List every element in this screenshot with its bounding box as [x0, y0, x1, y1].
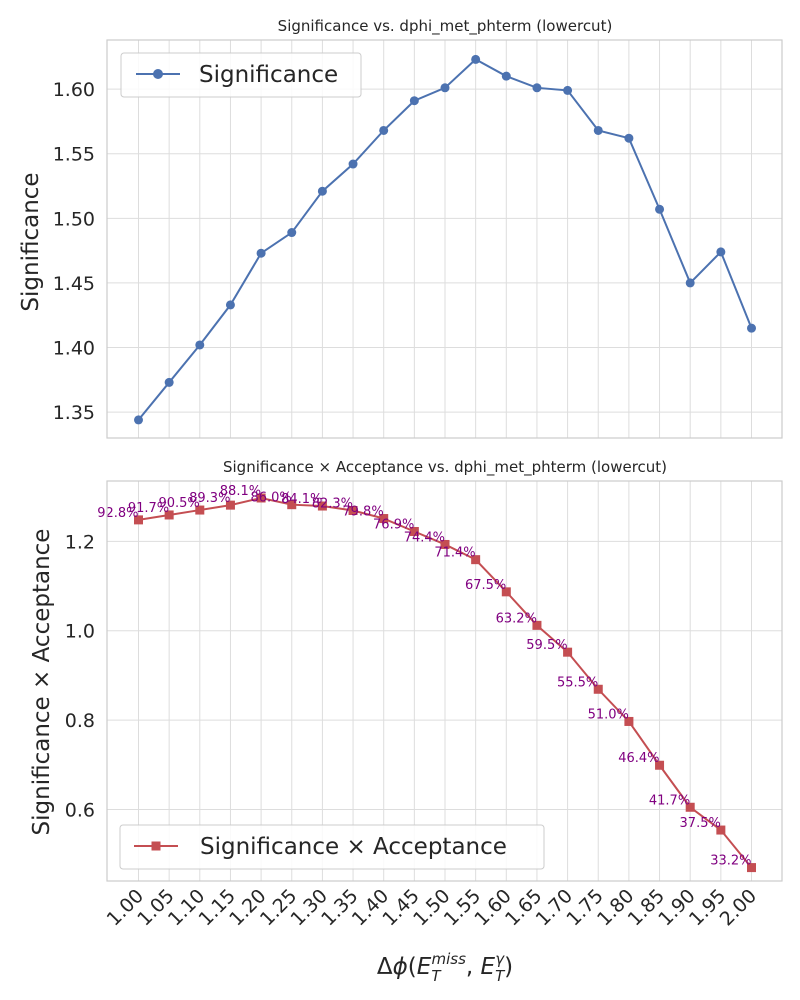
- acceptance-annotation: 89.3%: [189, 491, 230, 506]
- data-point: [134, 415, 143, 425]
- data-point: [440, 539, 450, 549]
- acceptance-annotation: 33.2%: [710, 854, 751, 869]
- bottom-x-ticks: 1.001.051.101.151.201.251.301.351.401.45…: [103, 885, 761, 930]
- y-tick-label: 1.40: [53, 338, 95, 360]
- bottom-legend-box: [119, 824, 545, 870]
- y-tick-label: 0.6: [65, 799, 95, 821]
- acceptance-annotation: 71.4%: [434, 546, 475, 561]
- data-point: [593, 125, 603, 135]
- acceptance-annotation: 88.1%: [220, 484, 261, 499]
- data-point: [317, 186, 327, 196]
- data-point: [716, 825, 726, 835]
- top-legend-marker: [153, 69, 163, 79]
- y-tick-label: 1.60: [53, 79, 95, 101]
- x-tick-label: 2.00: [716, 885, 761, 930]
- data-point: [164, 510, 174, 520]
- data-point: [685, 278, 695, 288]
- data-point: [655, 204, 665, 214]
- acceptance-annotation: 90.5%: [158, 496, 199, 511]
- significance-acceptance-panel: Significance × Acceptance vs. dphi_met_p…: [29, 458, 783, 985]
- acceptance-annotation: 41.7%: [649, 793, 690, 808]
- acceptance-annotation: 79.8%: [342, 505, 383, 520]
- bottom-chart-title: Significance × Acceptance vs. dphi_met_p…: [223, 458, 667, 477]
- bottom-plot-frame: [106, 480, 783, 882]
- data-point: [348, 505, 358, 515]
- acceptance-annotation: 76.9%: [373, 518, 414, 533]
- data-point: [134, 515, 143, 525]
- top-y-axis-label: Significance: [18, 172, 44, 311]
- y-tick-label: 1.55: [53, 144, 95, 166]
- data-point: [409, 527, 419, 537]
- data-point: [287, 500, 297, 510]
- bottom-grid: [107, 481, 782, 881]
- y-tick-label: 1.45: [53, 273, 95, 295]
- data-point: [655, 760, 665, 770]
- top-legend-label: Significance: [199, 62, 338, 88]
- data-point: [440, 83, 450, 93]
- acceptance-annotation: 37.5%: [680, 816, 721, 831]
- data-point: [195, 505, 205, 515]
- x-axis-label: Δϕ(ETmiss, ETγ): [377, 950, 513, 985]
- top-chart-title: Significance vs. dphi_met_phterm (lowerc…: [278, 17, 613, 36]
- data-point: [195, 340, 205, 350]
- bottom-y-ticks: 0.6 0.8 1.0 1.2: [65, 531, 95, 821]
- y-tick-label: 1.35: [53, 402, 95, 424]
- data-point: [624, 133, 634, 143]
- y-tick-label: 1.2: [65, 531, 95, 553]
- data-point: [624, 716, 634, 726]
- data-point: [501, 587, 511, 597]
- top-legend-box: [120, 52, 362, 98]
- data-point: [409, 96, 419, 106]
- top-grid: [107, 40, 782, 438]
- data-point: [317, 501, 327, 511]
- data-point: [747, 323, 756, 333]
- acceptance-annotation: 86.0%: [250, 491, 291, 506]
- data-point: [287, 228, 297, 238]
- data-point: [379, 514, 389, 524]
- data-point: [379, 125, 389, 135]
- data-point: [747, 863, 756, 873]
- bottom-legend-label: Significance × Acceptance: [200, 834, 507, 860]
- data-point: [501, 71, 511, 81]
- data-point: [225, 500, 235, 510]
- data-point: [471, 54, 481, 64]
- top-legend: Significance: [120, 52, 362, 98]
- data-point: [532, 620, 542, 630]
- acceptance-annotation: 74.4%: [404, 530, 445, 545]
- acceptance-annotation: 55.5%: [557, 675, 598, 690]
- data-point: [225, 300, 235, 310]
- acceptance-annotation: 51.0%: [588, 707, 629, 722]
- data-point: [716, 247, 726, 257]
- bottom-y-axis-label: Significance × Acceptance: [29, 529, 55, 836]
- top-plot-frame: [106, 39, 783, 439]
- data-point: [164, 377, 174, 387]
- data-point: [256, 248, 266, 258]
- data-point: [563, 85, 573, 95]
- data-point: [685, 802, 695, 812]
- data-point: [471, 555, 481, 565]
- acceptance-annotation: 63.2%: [496, 611, 537, 626]
- top-y-ticks: 1.35 1.40 1.45 1.50 1.55 1.60: [53, 79, 95, 424]
- y-tick-label: 1.50: [53, 208, 95, 230]
- data-point: [563, 647, 573, 657]
- acceptance-annotation: 67.5%: [465, 578, 506, 593]
- top-series: [134, 54, 756, 425]
- data-point: [593, 684, 603, 694]
- bottom-series: [134, 493, 756, 873]
- acceptance-annotations: 92.8%91.7%90.5%89.3%88.1%86.0%84.1%82.3%…: [97, 484, 751, 869]
- acceptance-annotation: 84.1%: [281, 492, 322, 507]
- bottom-legend: Significance × Acceptance: [119, 824, 545, 870]
- data-point: [348, 159, 358, 169]
- acceptance-annotation: 82.3%: [312, 496, 353, 511]
- acceptance-annotation: 91.7%: [128, 501, 169, 516]
- acceptance-annotation: 46.4%: [618, 751, 659, 766]
- acceptance-annotation: 59.5%: [526, 638, 567, 653]
- bottom-legend-marker: [151, 841, 161, 851]
- significance-panel: Significance vs. dphi_met_phterm (lowerc…: [18, 17, 783, 439]
- data-point: [532, 83, 542, 93]
- y-tick-label: 1.0: [65, 621, 95, 643]
- data-point: [256, 493, 266, 503]
- y-tick-label: 0.8: [65, 710, 95, 732]
